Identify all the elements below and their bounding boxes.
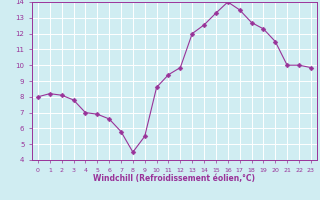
X-axis label: Windchill (Refroidissement éolien,°C): Windchill (Refroidissement éolien,°C) xyxy=(93,174,255,183)
